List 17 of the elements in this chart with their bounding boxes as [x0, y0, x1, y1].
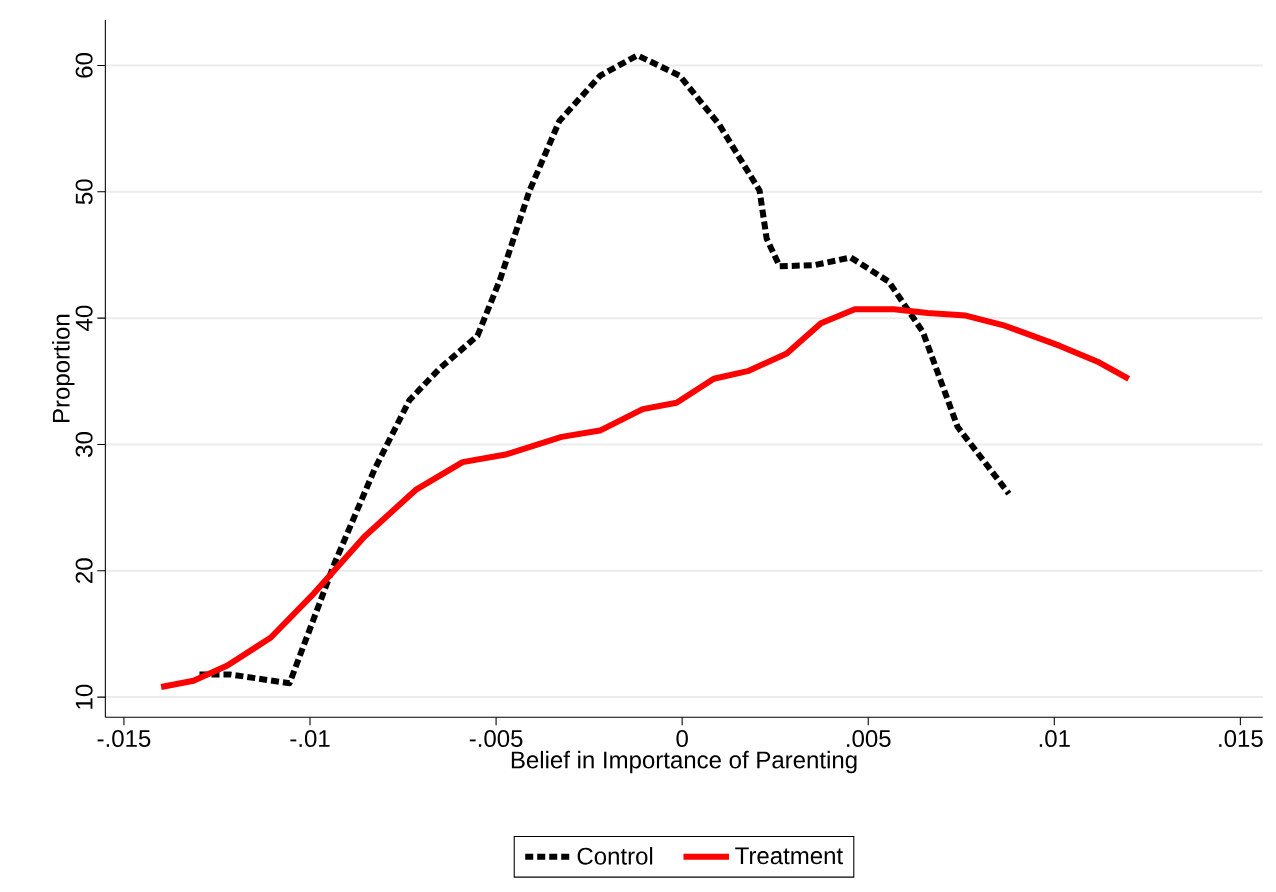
y-tick-label: 20: [75, 558, 93, 583]
y-axis-title: Proportion: [52, 314, 75, 423]
x-tick-label: .005: [847, 730, 891, 748]
y-tick-label: 40: [75, 305, 93, 331]
x-axis-title: Belief in Importance of Parenting: [511, 750, 857, 774]
x-tick-label: -.005: [469, 730, 523, 748]
x-tick-label: .015: [1219, 730, 1263, 748]
y-tick-label: 10: [75, 684, 93, 709]
y-tick-label: 30: [75, 432, 93, 457]
legend-label: Treatment: [735, 847, 843, 865]
x-tick-label: .01: [1039, 730, 1070, 748]
y-tick-label: 60: [75, 53, 93, 78]
x-tick-label: -.01: [290, 730, 330, 748]
y-tick-label: 50: [75, 179, 93, 205]
x-tick-label: 0: [676, 730, 688, 748]
legend-label: Control: [577, 847, 653, 865]
x-tick-label: -.015: [97, 730, 151, 748]
